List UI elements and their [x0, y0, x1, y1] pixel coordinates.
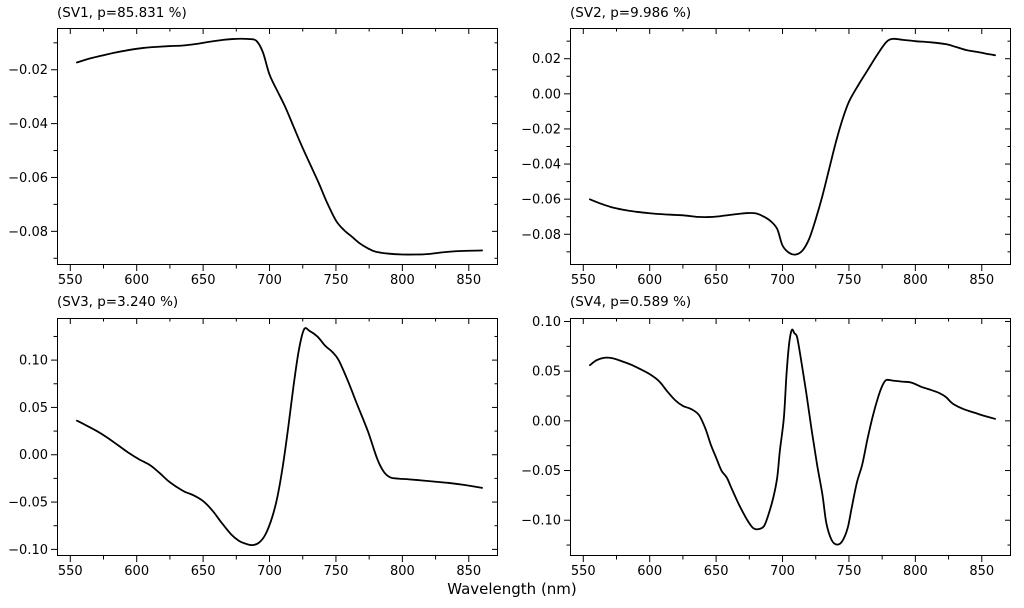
- y-tick-label: −0.10: [8, 543, 48, 558]
- x-tick-label: 650: [704, 564, 729, 579]
- x-tick-label: 800: [903, 273, 928, 288]
- x-tick-label: 650: [704, 273, 729, 288]
- x-tick-label: 800: [390, 273, 415, 288]
- x-tick-label: 850: [456, 564, 481, 579]
- x-tick-label: 550: [571, 564, 596, 579]
- axes-sv2: 550 600 650 700 750 800 850 0.02 0.00 −0.02 −0.04 −…: [521, 28, 1011, 288]
- y-tick-label: 0.10: [532, 315, 561, 330]
- subplot-title-sv3: (SV3, p=3.240 %): [57, 294, 179, 310]
- sv4-line: [589, 328, 996, 546]
- axes-spines: [57, 28, 498, 265]
- y-tick-label: −0.04: [521, 158, 561, 173]
- y-tick-label: 0.10: [19, 354, 48, 369]
- x-tick-label: 600: [124, 273, 149, 288]
- y-tick-label: −0.02: [521, 122, 561, 137]
- x-tick-label: 750: [324, 564, 349, 579]
- y-tick-label: −0.05: [8, 496, 48, 511]
- y-tick-label: −0.04: [8, 117, 48, 132]
- y-tick-label: 0.00: [532, 414, 561, 429]
- x-tick-label: 750: [324, 273, 349, 288]
- y-tick-label: −0.10: [521, 514, 561, 529]
- x-tick-label: 600: [637, 273, 662, 288]
- x-tick-label: 800: [903, 564, 928, 579]
- x-tick-label: 850: [969, 273, 994, 288]
- axes-sv1: 550 600 650 700 750 800 850 −0.02 −0.04 −0.06 −0.0…: [8, 28, 498, 288]
- y-tick-label: −0.06: [521, 193, 561, 208]
- y-tick-label: 0.00: [19, 448, 48, 463]
- axes-sv3: 550 600 650 700 750 800 850 0.10 0.05 0.00 −0.05 −0…: [8, 318, 498, 579]
- y-tick-label: 0.05: [532, 365, 561, 380]
- x-tick-label: 700: [770, 564, 795, 579]
- x-tick-label: 650: [191, 273, 216, 288]
- x-tick-label: 700: [257, 564, 282, 579]
- y-tick-label: 0.00: [532, 87, 561, 102]
- x-tick-label: 750: [837, 273, 862, 288]
- y-tick-label: −0.05: [521, 464, 561, 479]
- x-tick-label: 650: [191, 564, 216, 579]
- y-tick-label: −0.08: [8, 225, 48, 240]
- x-tick-label: 550: [58, 564, 83, 579]
- x-tick-label: 850: [456, 273, 481, 288]
- y-tick-label: −0.06: [8, 171, 48, 186]
- axes-spines: [570, 28, 1011, 265]
- x-tick-label: 700: [257, 273, 282, 288]
- y-tick-label: 0.05: [19, 401, 48, 416]
- x-tick-label: 850: [969, 564, 994, 579]
- x-tick-label: 600: [637, 564, 662, 579]
- axes-spines: [570, 318, 1011, 556]
- x-tick-label: 600: [124, 564, 149, 579]
- sv2-line: [589, 37, 996, 256]
- axes-spines: [57, 318, 498, 556]
- x-tick-label: 700: [770, 273, 795, 288]
- y-tick-label: −0.02: [8, 63, 48, 78]
- y-tick-label: −0.08: [521, 228, 561, 243]
- subplot-title-sv4: (SV4, p=0.589 %): [570, 294, 692, 310]
- x-axis-label: Wavelength (nm): [447, 580, 577, 598]
- x-tick-label: 750: [837, 564, 862, 579]
- sv1-line: [76, 37, 483, 256]
- x-tick-label: 800: [390, 564, 415, 579]
- subplot-title-sv2: (SV2, p=9.986 %): [570, 5, 692, 21]
- subplot-title-sv1: (SV1, p=85.831 %): [57, 5, 187, 21]
- axes-sv4: 550 600 650 700 750 800 850 0.10 0.05 0.00 −0.05 −0…: [521, 315, 1011, 579]
- sv3-line: [76, 327, 483, 547]
- y-tick-label: 0.02: [532, 52, 561, 67]
- x-tick-label: 550: [58, 273, 83, 288]
- x-tick-label: 550: [571, 273, 596, 288]
